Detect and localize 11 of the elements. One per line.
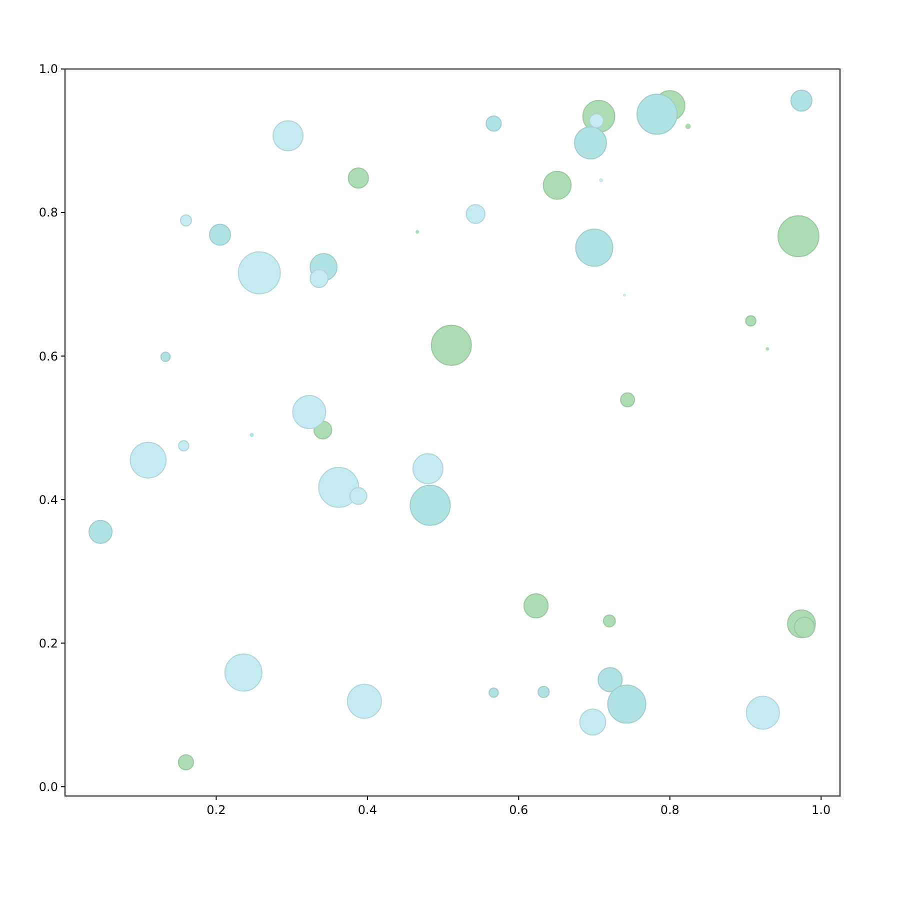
y-tick-label: 0.0 (38, 780, 58, 794)
y-tick-label: 0.2 (38, 636, 58, 650)
x-tick-label: 0.8 (660, 803, 680, 817)
x-tick-label: 0.6 (509, 803, 528, 817)
x-tick-label: 0.4 (358, 803, 377, 817)
x-tick-label: 0.2 (206, 803, 226, 817)
x-tick-label: 1.0 (812, 803, 831, 817)
y-tick-label: 1.0 (38, 62, 58, 76)
y-tick-label: 0.8 (38, 206, 58, 220)
y-tick-label: 0.4 (38, 492, 58, 507)
y-tick-label: 0.6 (38, 349, 58, 364)
